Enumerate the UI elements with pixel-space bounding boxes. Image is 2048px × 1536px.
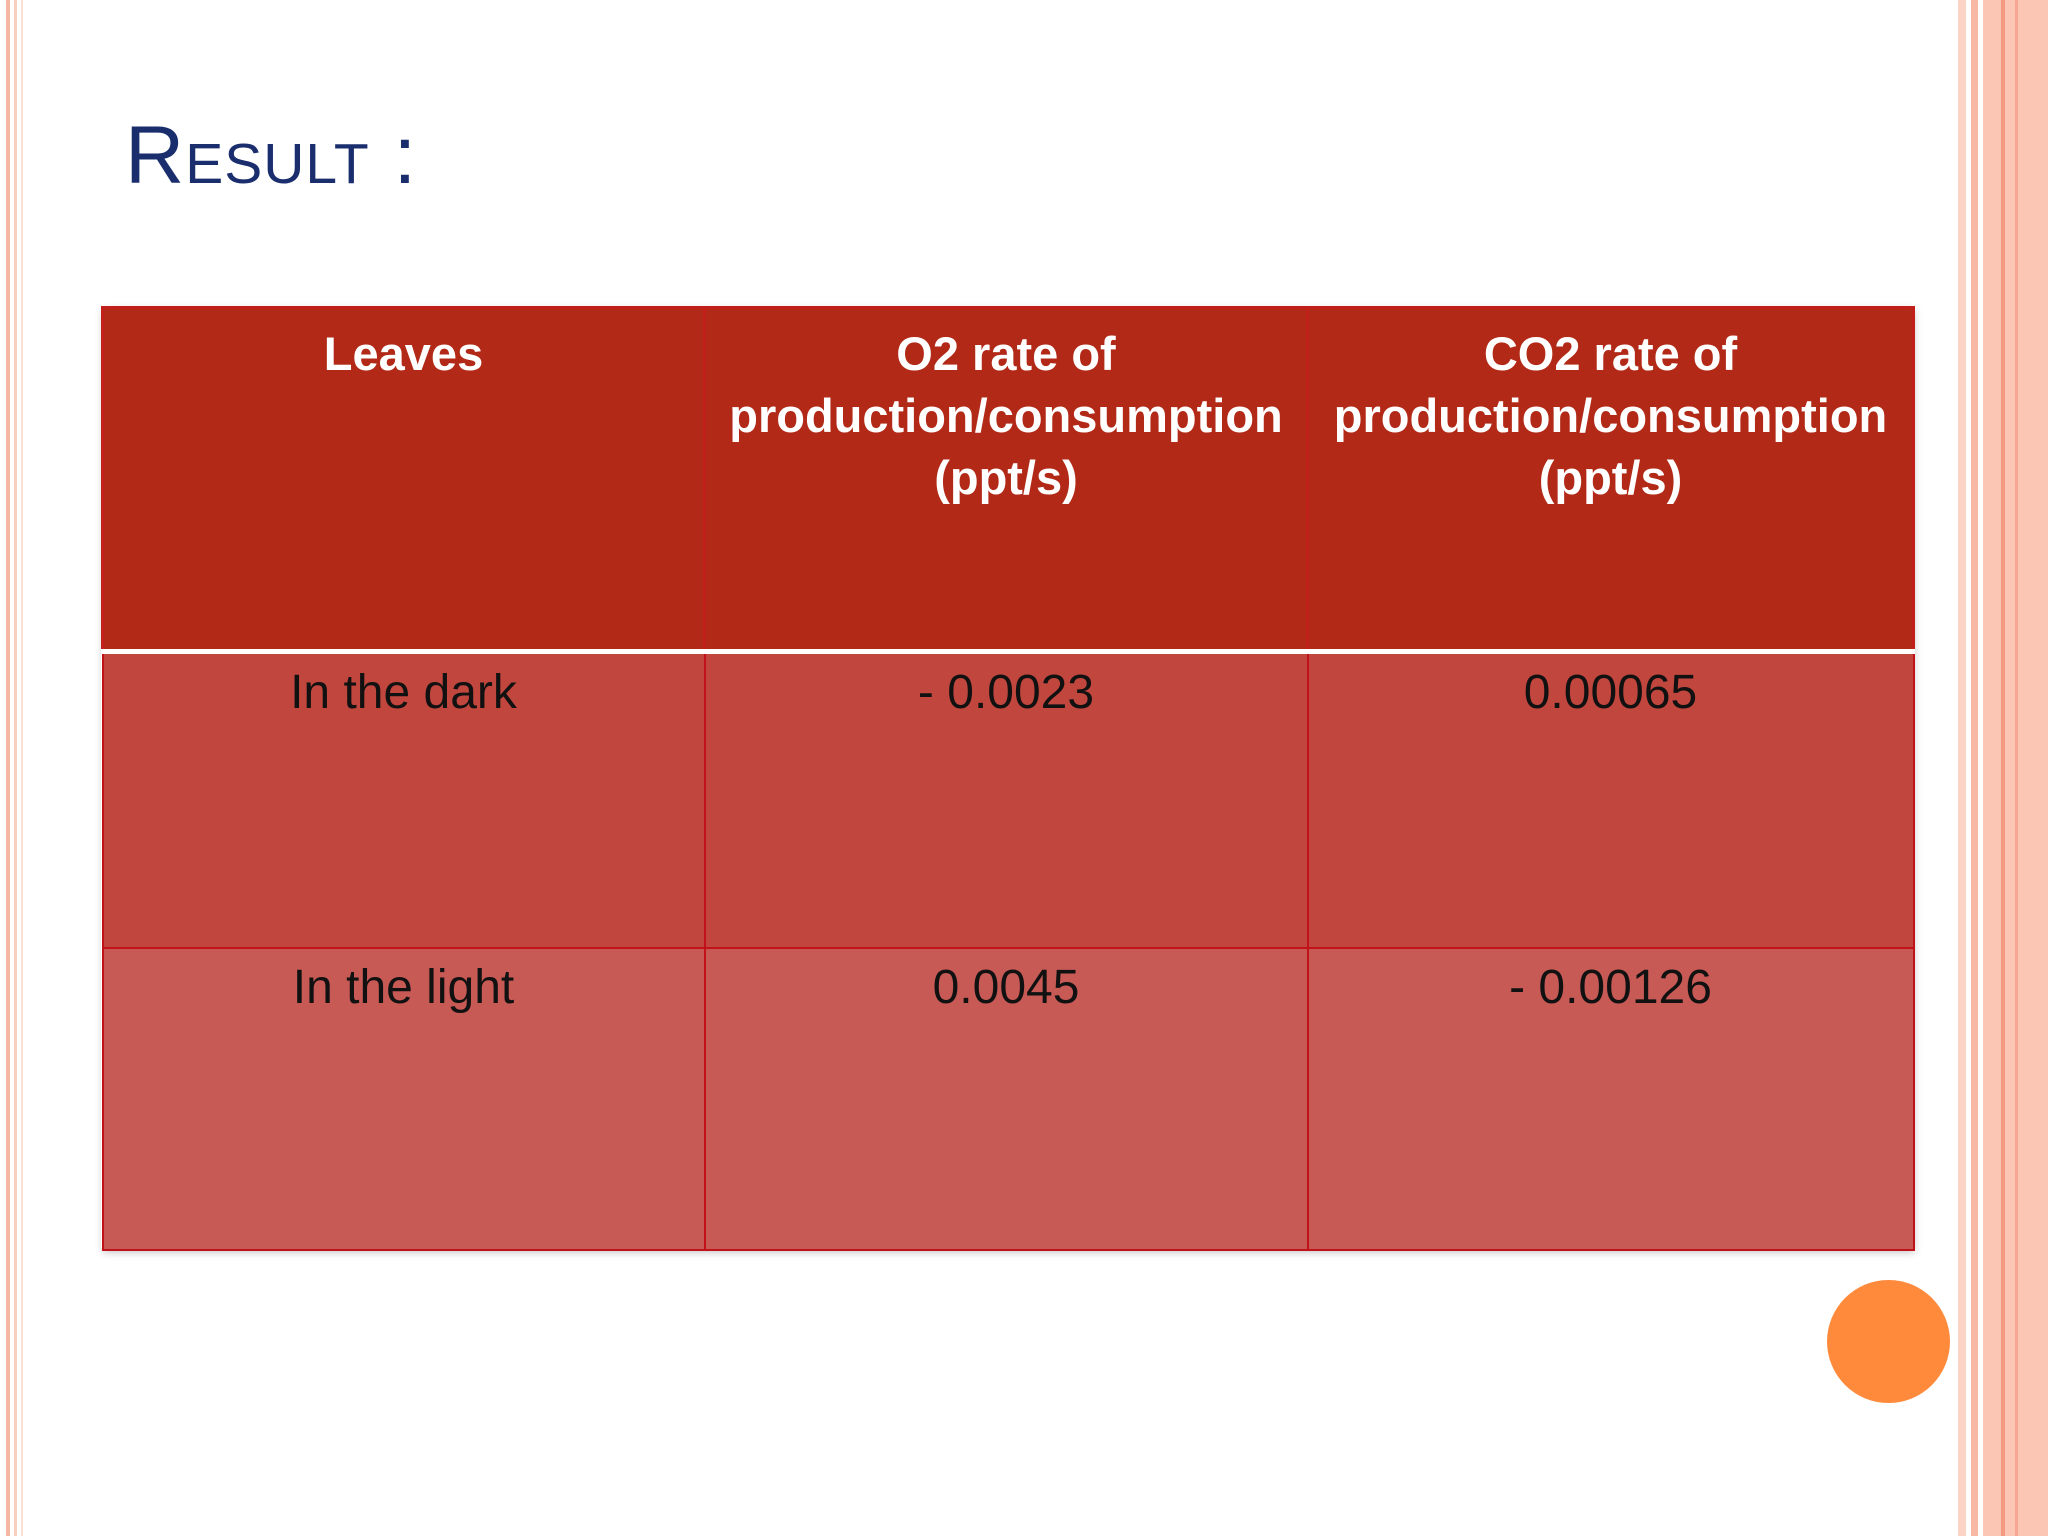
table-header-row: Leaves O2 rate of production/consumption… [101,306,1915,654]
decorative-orange-circle [1827,1280,1950,1403]
cell-condition: In the light [101,946,706,1251]
left-border-line [21,0,23,1536]
slide-title: Result : [125,110,418,201]
header-co2-rate: CO2 rate of production/consumption (ppt/… [1306,306,1915,654]
right-decorative-stripes [1958,0,2048,1536]
left-border-line [6,0,10,1536]
cell-co2-value: 0.00065 [1306,650,1915,949]
cell-o2-value: 0.0045 [703,946,1309,1251]
cell-o2-value: - 0.0023 [703,650,1309,949]
cell-co2-value: - 0.00126 [1306,946,1915,1251]
table-row: In the dark - 0.0023 0.00065 [101,650,1915,949]
results-table: Leaves O2 rate of production/consumption… [101,306,1915,1251]
left-border-line [14,0,17,1536]
cell-condition: In the dark [101,650,706,949]
header-leaves: Leaves [101,306,706,654]
table-row: In the light 0.0045 - 0.00126 [101,946,1915,1251]
header-o2-rate: O2 rate of production/consumption (ppt/s… [703,306,1309,654]
